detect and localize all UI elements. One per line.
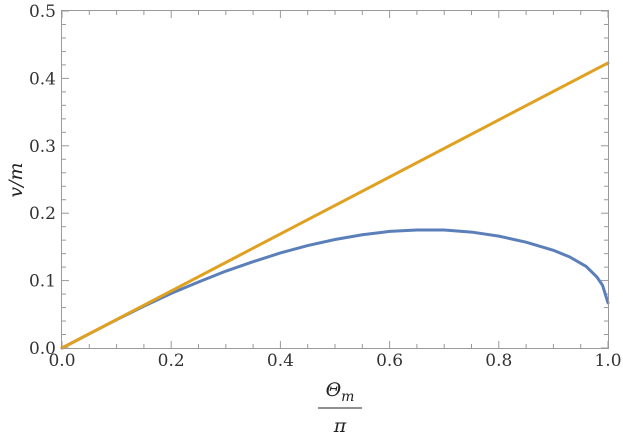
x-tick-label: 1.0 [594,351,621,371]
y-tick-label: 0.4 [29,69,56,89]
x-tick-label: 0.8 [485,351,512,371]
x-axis-label-denominator: π [333,415,347,437]
x-tick-label: 0.2 [158,351,185,371]
y-tick-label: 0.3 [29,137,56,157]
x-axis-label: Θm π [318,379,362,437]
x-tick-label: 0.4 [267,351,294,371]
y-tick-label: 0.0 [29,339,56,359]
x-tick-label: 0.6 [376,351,403,371]
series-line-1 [60,228,610,350]
x-axis-ticks: 0.0 0.2 0.4 0.6 0.8 1.0 [48,11,622,371]
y-axis-ticks: 0.0 0.1 0.2 0.3 0.4 0.5 [29,2,608,359]
series-layer [60,61,610,350]
y-tick-label: 0.5 [29,2,56,22]
series-line-2 [60,61,610,350]
plot-frame [61,10,609,349]
x-axis-label-numerator: Θ [326,379,342,401]
svg-text:Θm: Θm [326,379,355,405]
x-axis-label-subscript: m [341,389,354,405]
x-tick-label: 0.0 [48,351,75,371]
y-axis-label: v/m [5,162,27,197]
y-tick-label: 0.2 [29,204,56,224]
y-tick-label: 0.1 [29,272,56,292]
